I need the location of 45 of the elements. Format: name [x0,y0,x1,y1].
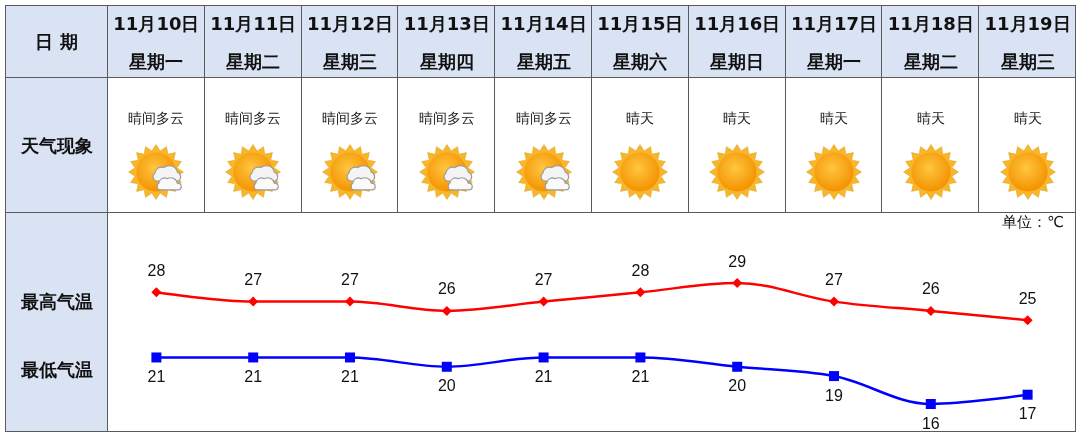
data-label: 21 [341,367,359,385]
data-label: 17 [1018,405,1037,423]
data-label: 27 [341,271,359,289]
text: 晴间多云 [322,109,378,127]
data-label: 20 [437,377,456,395]
text: 晴间多云 [225,109,282,127]
y-axis-title: 单位：℃ [1002,212,1064,231]
text: 晴天 [1013,109,1042,127]
category-label: 11月17日星期一 [787,4,881,81]
category-label: 11月10日星期一 [109,4,203,81]
data-label: 21 [534,367,553,385]
category-label: 11月14日星期五 [497,4,590,81]
category-label: 11月12日星期三 [303,4,397,81]
category-label: 11月13日星期四 [400,4,494,81]
data-label: 19 [825,386,843,404]
data-label: 21 [147,367,166,385]
category-label: 11月16日星期日 [690,4,784,81]
text: 晴天 [916,109,945,127]
data-label: 26 [437,280,456,298]
data-label: 27 [534,271,553,289]
category-label: 11月15日星期六 [593,4,687,81]
data-label: 27 [825,271,843,289]
data-label: 25 [1018,289,1037,307]
data-label: 27 [244,271,263,289]
data-label: 21 [244,367,263,385]
data-label: 28 [147,261,166,279]
category-label: 11月19日星期三 [981,4,1074,81]
text: 天气现象 [20,134,93,157]
text: 晴间多云 [515,109,572,127]
category-label: 11月18日星期二 [884,4,978,81]
data-label: 28 [631,261,650,279]
data-label: 29 [728,252,747,270]
text: 日 期 [35,30,78,53]
text: 晴间多云 [418,109,475,127]
text: 最低气温 [20,358,93,381]
data-label: 21 [631,367,650,385]
data-label: 20 [728,377,747,395]
text: 晴间多云 [128,109,185,127]
text: 晴天 [626,109,655,127]
data-label: 26 [921,280,940,298]
text: 晴天 [820,109,848,127]
data-label: 16 [921,414,940,432]
text: 最高气温 [20,290,93,313]
text: 晴天 [723,109,752,127]
category-label: 11月11日星期二 [206,4,300,81]
